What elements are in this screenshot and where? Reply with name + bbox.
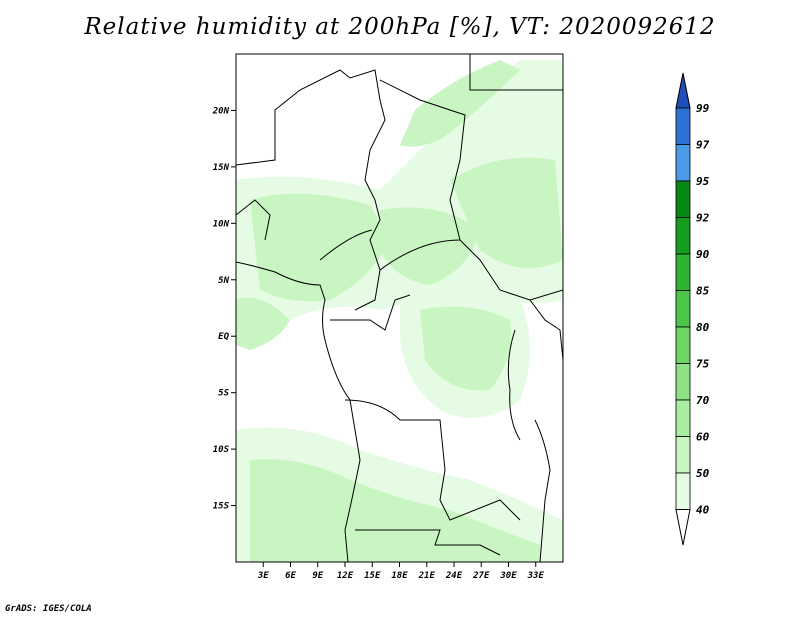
colorbar-label: 95 xyxy=(696,175,710,188)
x-tick-label: 15E xyxy=(364,571,381,581)
humidity-region xyxy=(250,193,390,302)
y-tick-label: 10S xyxy=(213,445,230,455)
colorbar-label: 40 xyxy=(696,504,710,517)
coastline xyxy=(236,261,361,562)
border xyxy=(344,399,521,521)
colorbar-swatch xyxy=(675,144,691,182)
credit-text: GrADS: IGES/COLA xyxy=(5,604,92,614)
colorbar-label: 80 xyxy=(696,321,710,334)
border xyxy=(236,69,386,311)
latitude-axis: 20N 15N 10N 5N EQ 5S 10S 15S xyxy=(212,106,236,512)
y-tick-label: 20N xyxy=(212,106,230,116)
colorbar-label: 99 xyxy=(696,102,710,115)
colorbar-label: 50 xyxy=(696,467,710,480)
colorbar-swatch xyxy=(675,107,691,145)
x-tick-label: 24E xyxy=(445,571,463,581)
colorbar: 99 97 95 92 90 85 80 75 70 60 50 40 xyxy=(675,72,710,546)
x-tick-label: 18E xyxy=(391,571,408,581)
y-tick-label: EQ xyxy=(218,332,229,342)
y-tick-label: 15N xyxy=(213,163,230,173)
border xyxy=(379,79,563,301)
colorbar-swatch xyxy=(675,399,691,437)
longitude-axis: 3E 6E 9E 12E 15E 18E 21E 24E 27E 30E 33E xyxy=(257,562,545,581)
colorbar-label: 70 xyxy=(696,394,710,407)
colorbar-swatch xyxy=(675,436,691,474)
x-tick-label: 30E xyxy=(499,571,517,581)
border xyxy=(330,294,411,331)
border xyxy=(319,229,373,261)
border xyxy=(469,54,563,91)
x-tick-label: 21E xyxy=(418,571,436,581)
x-tick-label: 33E xyxy=(527,571,545,581)
humidity-region xyxy=(380,207,480,285)
x-tick-label: 12E xyxy=(337,571,354,581)
colorbar-top-arrow xyxy=(675,72,691,109)
map-boundaries xyxy=(236,54,563,562)
humidity-region xyxy=(250,459,540,562)
colorbar-swatch xyxy=(675,290,691,328)
border xyxy=(236,199,271,241)
colorbar-bottom-arrow xyxy=(675,509,691,546)
border xyxy=(534,419,551,562)
colorbar-label: 92 xyxy=(696,212,710,225)
humidity-field xyxy=(236,60,563,562)
x-tick-label: 3E xyxy=(257,571,269,581)
x-tick-label: 9E xyxy=(312,571,323,581)
humidity-region xyxy=(450,157,563,268)
colorbar-swatch xyxy=(675,363,691,401)
x-tick-label: 6E xyxy=(285,571,296,581)
colorbar-label: 97 xyxy=(696,139,710,152)
y-tick-label: 15S xyxy=(213,502,230,512)
map-title: Relative humidity at 200hPa [%], VT: 202… xyxy=(84,14,716,40)
x-tick-label: 27E xyxy=(472,571,490,581)
colorbar-swatch xyxy=(675,253,691,291)
colorbar-swatch xyxy=(675,217,691,255)
border xyxy=(507,329,521,441)
humidity-region xyxy=(236,297,290,350)
y-tick-label: 5N xyxy=(218,276,229,286)
colorbar-swatch xyxy=(675,326,691,364)
y-tick-label: 5S xyxy=(218,389,229,399)
colorbar-label: 85 xyxy=(696,285,710,298)
colorbar-label: 60 xyxy=(696,431,710,444)
border xyxy=(379,239,461,271)
colorbar-swatch xyxy=(675,180,691,218)
border xyxy=(355,529,501,556)
humidity-region xyxy=(420,306,511,391)
colorbar-swatch xyxy=(675,472,691,510)
y-tick-label: 10N xyxy=(213,219,230,229)
colorbar-label: 75 xyxy=(696,358,710,371)
humidity-region xyxy=(400,60,520,147)
colorbar-label: 90 xyxy=(696,248,710,261)
border xyxy=(529,299,563,361)
